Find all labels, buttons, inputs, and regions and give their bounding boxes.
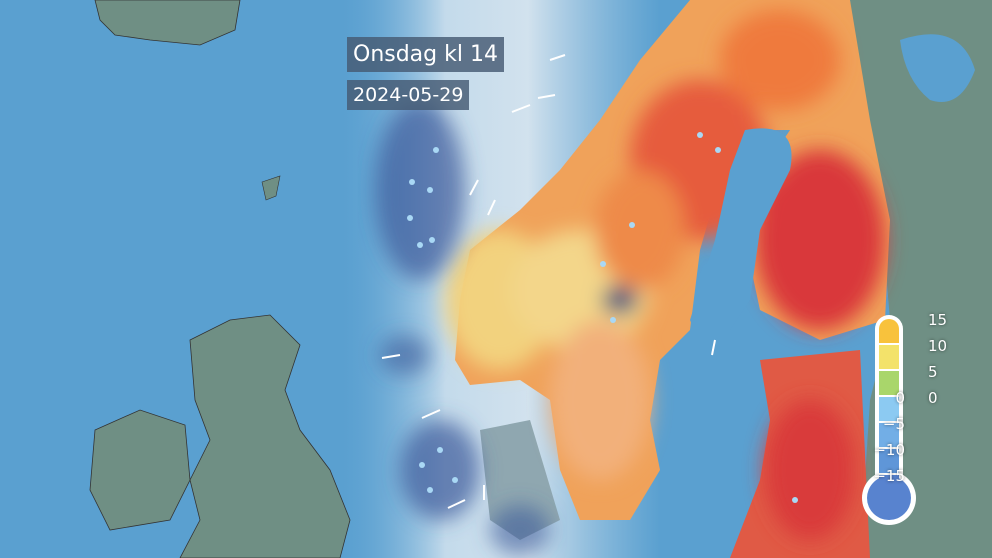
raindrop-icons [407,132,798,503]
land-ireland [89,409,191,531]
wind-arrow-icon [711,339,716,356]
legend-tick: 10 [928,337,948,355]
thermometer-icon [862,315,916,525]
raindrop-icon [792,497,798,503]
raindrop-icon [452,477,458,483]
legend-tick: −10 [873,441,905,459]
raindrop-icon [409,179,415,185]
raindrop-icon [429,237,435,243]
wind-arrow-icon [487,199,496,216]
raindrop-icon [433,147,439,153]
raindrop-icon [715,147,721,153]
forecast-time-label: Onsdag kl 14 [347,37,504,72]
raindrop-icon [610,317,616,323]
raindrop-icon [427,187,433,193]
land-britain [179,314,351,558]
gulf-of-bothnia [690,128,792,345]
legend-tick: 0 [928,389,938,407]
legend-tick: 0 [895,389,905,407]
wind-arrow-icon [421,409,441,419]
wind-arrow-icon [537,94,556,99]
land-faroe [261,175,281,201]
raindrop-icon [437,447,443,453]
raindrop-icon [417,242,423,248]
wind-arrow-icon [469,179,479,196]
land-iceland [94,0,241,46]
forecast-date-label: 2024-05-29 [347,80,470,110]
land-denmark [480,420,560,540]
wind-arrow-icon [381,354,401,359]
raindrop-icon [419,462,425,468]
temperature-legend: 15 10 5 0 0 −5 −10 −15 [850,310,992,540]
raindrop-icon [407,215,413,221]
raindrop-icon [629,222,635,228]
rain-areas [375,100,550,555]
white-sea [900,34,975,102]
legend-tick: −15 [873,467,905,485]
raindrop-icon [427,487,433,493]
wind-arrows [381,54,716,509]
legend-tick: 15 [928,311,948,329]
wind-arrow-icon [511,104,531,113]
legend-tick: 5 [928,363,938,381]
legend-tick: −5 [882,415,905,433]
raindrop-icon [600,261,606,267]
raindrop-icon [697,132,703,138]
wind-arrow-icon [447,499,466,509]
wind-arrow-icon [549,54,566,61]
